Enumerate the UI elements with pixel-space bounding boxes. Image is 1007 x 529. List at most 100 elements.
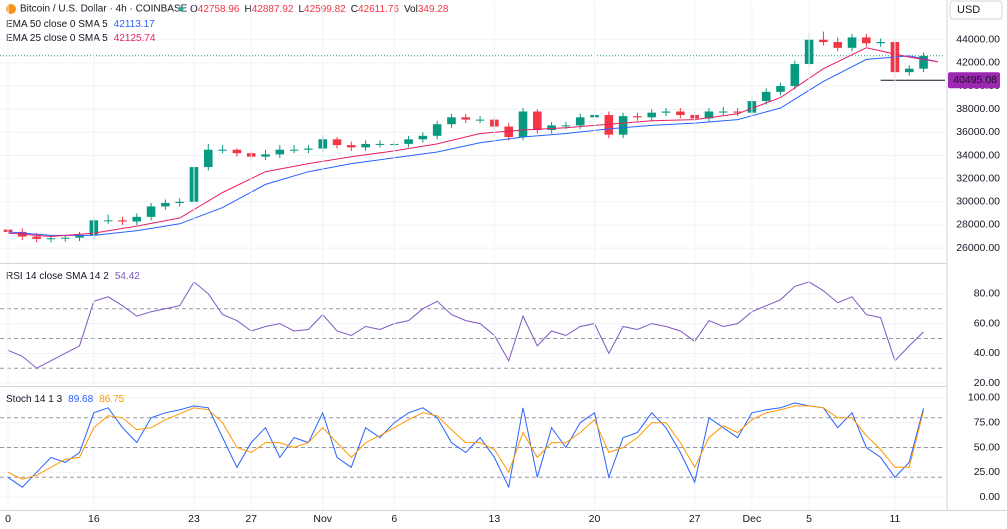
x-tick-label: 11 (889, 513, 900, 525)
ohlc-label: Vol (404, 4, 418, 15)
candle-body (146, 206, 156, 217)
candle-body (919, 55, 928, 69)
candle-body (461, 117, 471, 120)
candle-body (561, 125, 571, 127)
status-dot (178, 6, 184, 12)
ohlc-legend: O42758.96H42887.92L42599.82C42611.76Vol3… (190, 4, 449, 15)
candle-body (432, 124, 442, 136)
candle-body (304, 148, 313, 150)
legend-value: 42125.74 (114, 33, 156, 44)
ohlc-value: 349.28 (418, 4, 449, 15)
candle-body (75, 235, 84, 238)
candle-body (633, 116, 642, 118)
y-tick-label: 100.00 (968, 392, 1000, 404)
candle-body (819, 39, 828, 43)
candle-body (361, 143, 370, 148)
y-tick-label: 30000.00 (956, 196, 1000, 208)
candle-body (261, 154, 270, 157)
ohlc-value: 42758.96 (198, 4, 240, 15)
ohlc-text: O42758.96H42887.92L42599.82C42611.76Vol3… (190, 4, 449, 15)
symbol-icon (6, 4, 16, 14)
candle-body (618, 116, 628, 135)
y-tick-label: 44000.00 (956, 34, 1000, 46)
candle-body (733, 111, 742, 113)
price-label: 40495.08 (953, 74, 997, 86)
indicator-line (7, 281, 924, 369)
currency-button[interactable] (949, 0, 1003, 20)
candle-body (718, 111, 728, 113)
ohlc-value: 42599.82 (304, 4, 346, 15)
x-tick-label: 13 (489, 513, 501, 525)
candle-body (790, 64, 800, 87)
x-tick-label: 5 (806, 513, 812, 525)
candle-body (347, 145, 356, 148)
candle-body (647, 112, 657, 118)
indicator-legend: Stoch 14 1 3 89.68 86.75 (6, 394, 125, 405)
y-tick-label: 36000.00 (956, 126, 1000, 138)
x-tick-label: 16 (88, 513, 100, 525)
x-tick-label: 0 (5, 513, 11, 525)
candle-body (175, 201, 184, 203)
y-tick-label: 60.00 (974, 317, 1000, 329)
candle-body (518, 111, 528, 137)
candle-body (218, 149, 227, 151)
ema-line (7, 55, 938, 236)
legend-name: EMA 25 close 0 SMA 5 (6, 33, 108, 44)
y-tick-label: 38000.00 (956, 103, 1000, 115)
candle-body (275, 149, 285, 155)
candle-body (676, 111, 685, 115)
y-tick-label: 25.00 (974, 466, 1000, 478)
indicator-legend: RSI 14 close SMA 14 2 54.42 (6, 271, 140, 282)
legend-value: 54.42 (115, 271, 140, 282)
y-tick-label: 0.00 (980, 491, 1001, 503)
candle-body (161, 202, 170, 207)
legend-entry: EMA 50 close 0 SMA 5 42113.17 (6, 19, 155, 30)
y-tick-label: 42000.00 (956, 57, 1000, 69)
x-tick-label: 27 (245, 513, 257, 525)
x-tick-label: Dec (743, 513, 762, 525)
ohlc-label: H (245, 4, 252, 15)
candle-body (46, 238, 56, 240)
legend-entry: EMA 25 close 0 SMA 5 42125.74 (6, 33, 156, 44)
header-title: Bitcoin / U.S. Dollar · 4h · COINBASE (20, 4, 188, 15)
ohlc-value: 42887.92 (252, 4, 294, 15)
legend-value: 86.75 (99, 394, 124, 405)
candle-body (661, 111, 671, 113)
y-tick-label: 26000.00 (956, 242, 1000, 254)
candle-body (375, 143, 385, 145)
candle-body (32, 236, 41, 239)
ema-line (7, 47, 938, 238)
currency[interactable]: USD (957, 4, 980, 16)
indicator-line (7, 405, 924, 480)
indicator-line (7, 402, 924, 489)
candle-body (203, 149, 213, 168)
legend-value: 42113.17 (114, 19, 155, 30)
candle-body (833, 42, 843, 48)
y-tick-label: 20.00 (974, 377, 1000, 389)
candle-body (447, 117, 456, 125)
candle-body (60, 237, 70, 239)
y-tick-label: 50.00 (974, 441, 1000, 453)
x-tick-label: 27 (689, 513, 701, 525)
x-tick-label: Nov (313, 513, 332, 525)
candle-body (475, 119, 485, 121)
candle-body (761, 91, 771, 102)
ohlc-label: L (298, 4, 304, 15)
y-tick-label: 40.00 (974, 347, 1000, 359)
indicator-title: Stoch 14 1 3 (6, 394, 63, 405)
legend-value: 89.68 (68, 394, 93, 405)
candle-body (504, 126, 513, 137)
candle-body (575, 117, 585, 126)
candle-body (289, 149, 299, 151)
candle-body (847, 37, 857, 48)
candle-body (547, 125, 556, 131)
candle-body (103, 220, 113, 222)
x-tick-label: 6 (391, 513, 397, 525)
candle-body (232, 149, 242, 154)
y-tick-label: 34000.00 (956, 149, 1000, 161)
candle-body (418, 135, 428, 140)
candle-body (332, 139, 342, 146)
candle-body (862, 37, 871, 44)
